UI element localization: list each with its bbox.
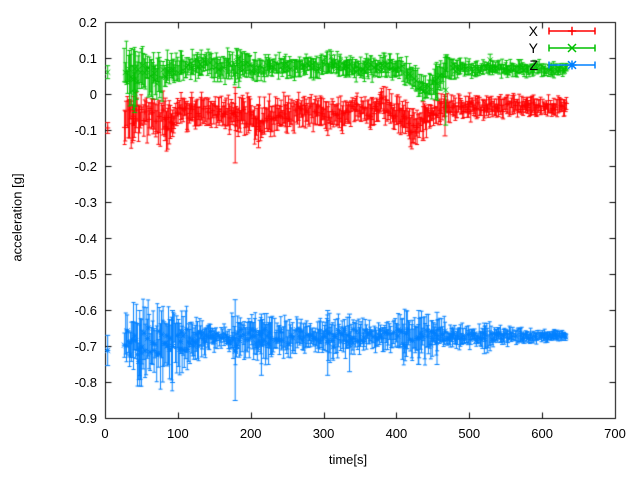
y-tick-label: -0.1 [74, 123, 97, 138]
legend-entry-z: Z [477, 57, 597, 73]
y-tick-label: -0.4 [74, 231, 97, 246]
x-tick-label: 200 [239, 426, 262, 441]
x-tick-label: 400 [385, 426, 408, 441]
x-tick-label: 0 [101, 426, 109, 441]
legend-entry-x: X [477, 23, 597, 39]
y-tick-label: -0.9 [74, 411, 97, 426]
y-tick-label: 0.2 [78, 15, 97, 30]
y-axis-label: acceleration [g] [9, 173, 25, 262]
y-tick-label: 0 [89, 87, 97, 102]
y-tick-label: -0.7 [74, 339, 97, 354]
y-tick-label: 0.1 [78, 51, 97, 66]
x-tick-label: 300 [312, 426, 335, 441]
x-tick-label: 700 [604, 426, 626, 441]
y-tick-label: -0.5 [74, 267, 97, 282]
legend-label-x: X [528, 23, 538, 39]
legend-label-z: Z [529, 57, 538, 73]
legend-sample-x-errorbar-icon [548, 26, 596, 36]
x-tick-label: 100 [166, 426, 189, 441]
y-tick-label: -0.8 [74, 375, 97, 390]
x-tick-label: 500 [458, 426, 481, 441]
x-axis-label: time[s] [328, 452, 368, 467]
y-tick-label: -0.6 [74, 303, 97, 318]
x-tick-label: 600 [531, 426, 553, 441]
legend-sample-z-errorbar-icon [548, 60, 596, 70]
legend-entry-y: Y [477, 40, 597, 56]
y-tick-label: -0.3 [74, 195, 97, 210]
legend-sample-y-errorbar-icon [548, 43, 596, 53]
legend-label-y: Y [528, 40, 538, 56]
y-tick-label: -0.2 [74, 159, 97, 174]
